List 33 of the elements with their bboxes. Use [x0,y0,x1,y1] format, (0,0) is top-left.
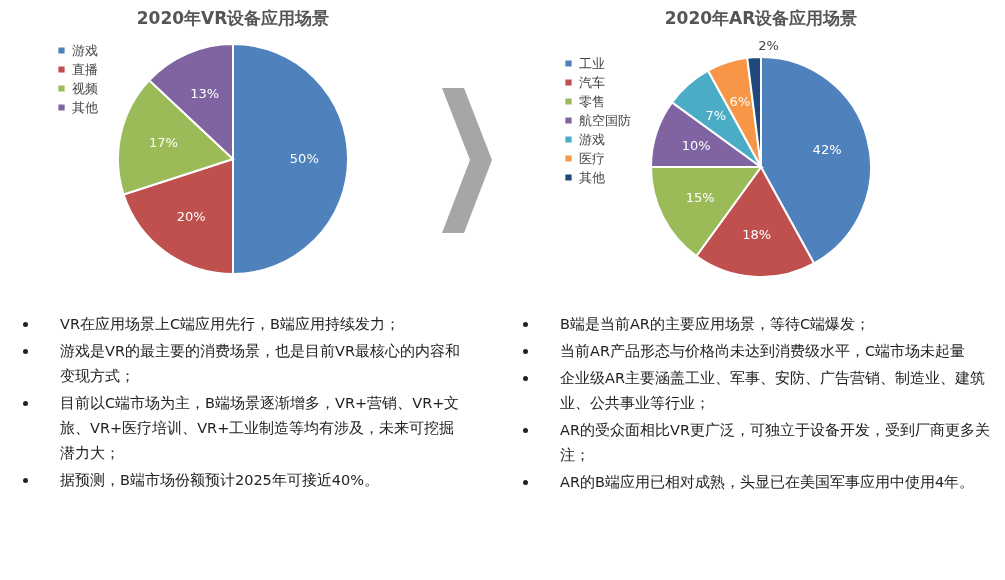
data-label: 13% [190,85,220,101]
legend-label: 游戏 [579,131,605,147]
data-label: 50% [289,151,319,166]
data-label: 18% [742,227,772,243]
text: 当前AR产品形态与价格尚未达到消费级水平，C端市场未起量 [560,343,966,359]
text: 企业级AR主要涵盖工业、军事、安防、广告营销、制造业、建筑业、公共事业等行业； [560,370,985,411]
data-label: 10% [681,137,711,153]
legend-label: 游戏 [72,42,98,58]
data-label: 17% [148,135,178,151]
data-label: 15% [685,189,715,205]
text: 据预测，B端市场份额预计2025年可接近40%。 [60,472,380,488]
text: AR的受众面相比VR更广泛，可独立于设备开发，受到厂商更多关注； [560,422,990,463]
text: 目前以C端市场为主，B端场景逐渐增多，VR+营销、VR+文旅、VR+医疗培训、VR+工业制造等均有涉及，未来可挖掘潜力大； [60,395,460,461]
legend-label: 零售 [579,93,605,109]
legend-label: 视频 [72,80,98,96]
legend-label: 直播 [72,61,98,77]
text: B端是当前AR的主要应用场景，等待C端爆发； [560,316,871,332]
text: AR的B端应用已相对成熟，头显已在美国军事应用中使用4年。 [560,474,975,490]
legend-label: 其他 [72,99,98,115]
chart-title: 2020年AR设备应用场景 [664,8,858,29]
legend-label: 航空国防 [579,112,631,128]
data-label: 20% [176,208,206,224]
data-label: 2% [758,38,779,54]
text: 游戏是VR的最主要的消费场景，也是目前VR最核心的内容和变现方式； [60,343,460,384]
chart-title: 2020年VR设备应用场景 [136,8,330,28]
data-label: 6% [729,94,751,110]
legend-label: 汽车 [579,74,605,90]
legend-label: 工业 [579,55,605,71]
data-label: 42% [812,142,842,158]
data-label: 7% [705,107,727,123]
legend-label: 医疗 [579,150,605,166]
text: VR在应用场景上C端应用先行，B端应用持续发力； [60,316,401,332]
legend-label: 其他 [579,169,605,185]
